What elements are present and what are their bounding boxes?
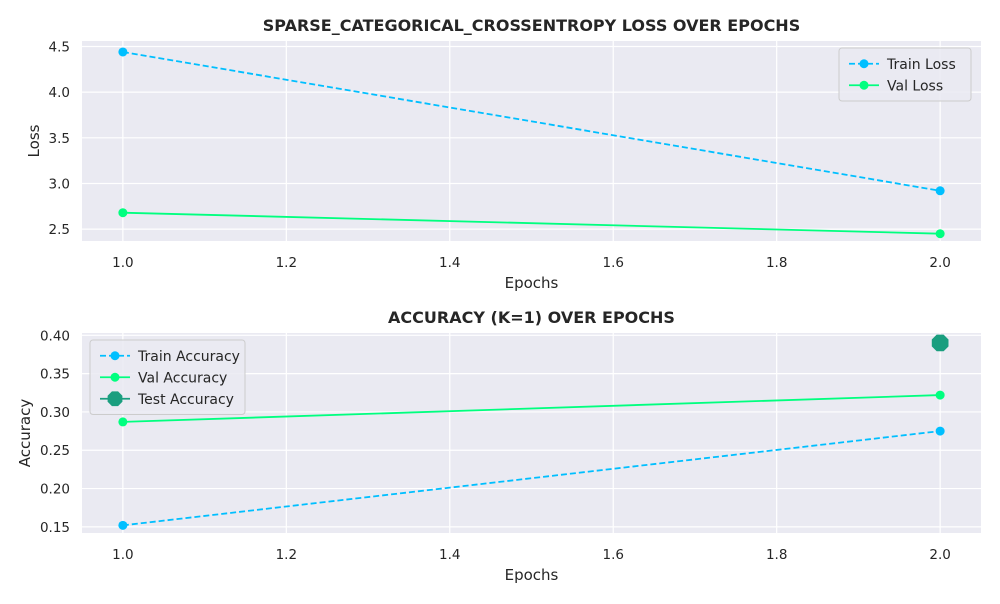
y-tick-label: 4.0 [49,85,70,101]
y-tick-label: 0.35 [40,367,70,383]
data-point [931,334,949,352]
x-tick-label: 1.2 [276,547,297,563]
x-tick-label: 1.4 [439,255,460,271]
data-point [935,426,945,436]
x-tick-label: 1.4 [439,547,460,563]
legend: Train Accuracy Val Accuracy Test Accuracy [89,339,246,415]
y-tick-label: 3.5 [49,131,70,147]
series-test-accuracy [931,334,949,352]
x-tick-label: 2.0 [929,547,950,563]
y-tick-label: 0.40 [40,328,70,344]
legend: Train Loss Val Loss [838,47,972,102]
y-tick-label: 2.5 [49,222,70,238]
data-point [118,208,128,218]
y-tick-label: 0.20 [40,482,70,498]
x-tick-label: 2.0 [929,255,950,271]
legend-label: Train Accuracy [137,349,240,365]
data-point [118,47,128,57]
x-tick-label: 1.8 [766,255,787,271]
y-axis-label: Accuracy [16,399,34,468]
legend-label: Val Accuracy [138,370,227,386]
x-tick-label: 1.6 [602,547,623,563]
x-tick-label: 1.2 [276,255,297,271]
legend-marker [859,59,869,69]
plot-area [82,41,981,241]
y-tick-label: 4.5 [49,39,70,55]
series-line [122,51,941,192]
chart-2: 1.0 1.2 1.4 1.6 1.8 2.0 0.15 0.20 0.25 0.30 0.35 0.… [16,308,981,584]
x-axis-label: Epochs [505,274,559,292]
x-axis-label: Epochs [505,566,559,584]
data-point [935,186,945,196]
y-tick-label: 0.25 [40,443,70,459]
series-train-loss [118,47,945,196]
legend-marker [110,372,120,382]
x-tick-label: 1.6 [602,255,623,271]
y-tick-label: 0.15 [40,520,70,536]
x-tick-label: 1.0 [112,547,133,563]
legend-box [89,339,246,415]
series-val-loss [118,208,945,239]
legend-label: Test Accuracy [137,392,234,408]
legend-label: Train Loss [886,57,956,73]
series-line [122,394,941,423]
y-axis-label: Loss [25,124,43,157]
data-point [118,520,128,530]
y-tick-label: 3.0 [49,176,70,192]
legend-box [838,47,972,102]
series-train-accuracy [118,426,945,530]
legend-marker [110,351,120,361]
y-tick-label: 0.30 [40,405,70,421]
chart-title: ACCURACY (K=1) OVER EPOCHS [388,308,675,327]
data-point [118,417,128,427]
chart-title: SPARSE_CATEGORICAL_CROSSENTROPY LOSS OVE… [263,16,800,35]
legend-label: Val Loss [887,78,943,94]
legend-marker [107,391,123,407]
x-tick-label: 1.0 [112,255,133,271]
chart-1: 1.0 1.2 1.4 1.6 1.8 2.0 2.5 3.0 3.5 4.0 4.5 SPARSE_… [25,16,981,292]
data-point [935,229,945,239]
series-val-accuracy [118,390,945,427]
series-line [122,211,941,235]
x-tick-label: 1.8 [766,547,787,563]
series-line [122,430,941,527]
data-point [935,390,945,400]
legend-marker [859,80,869,90]
